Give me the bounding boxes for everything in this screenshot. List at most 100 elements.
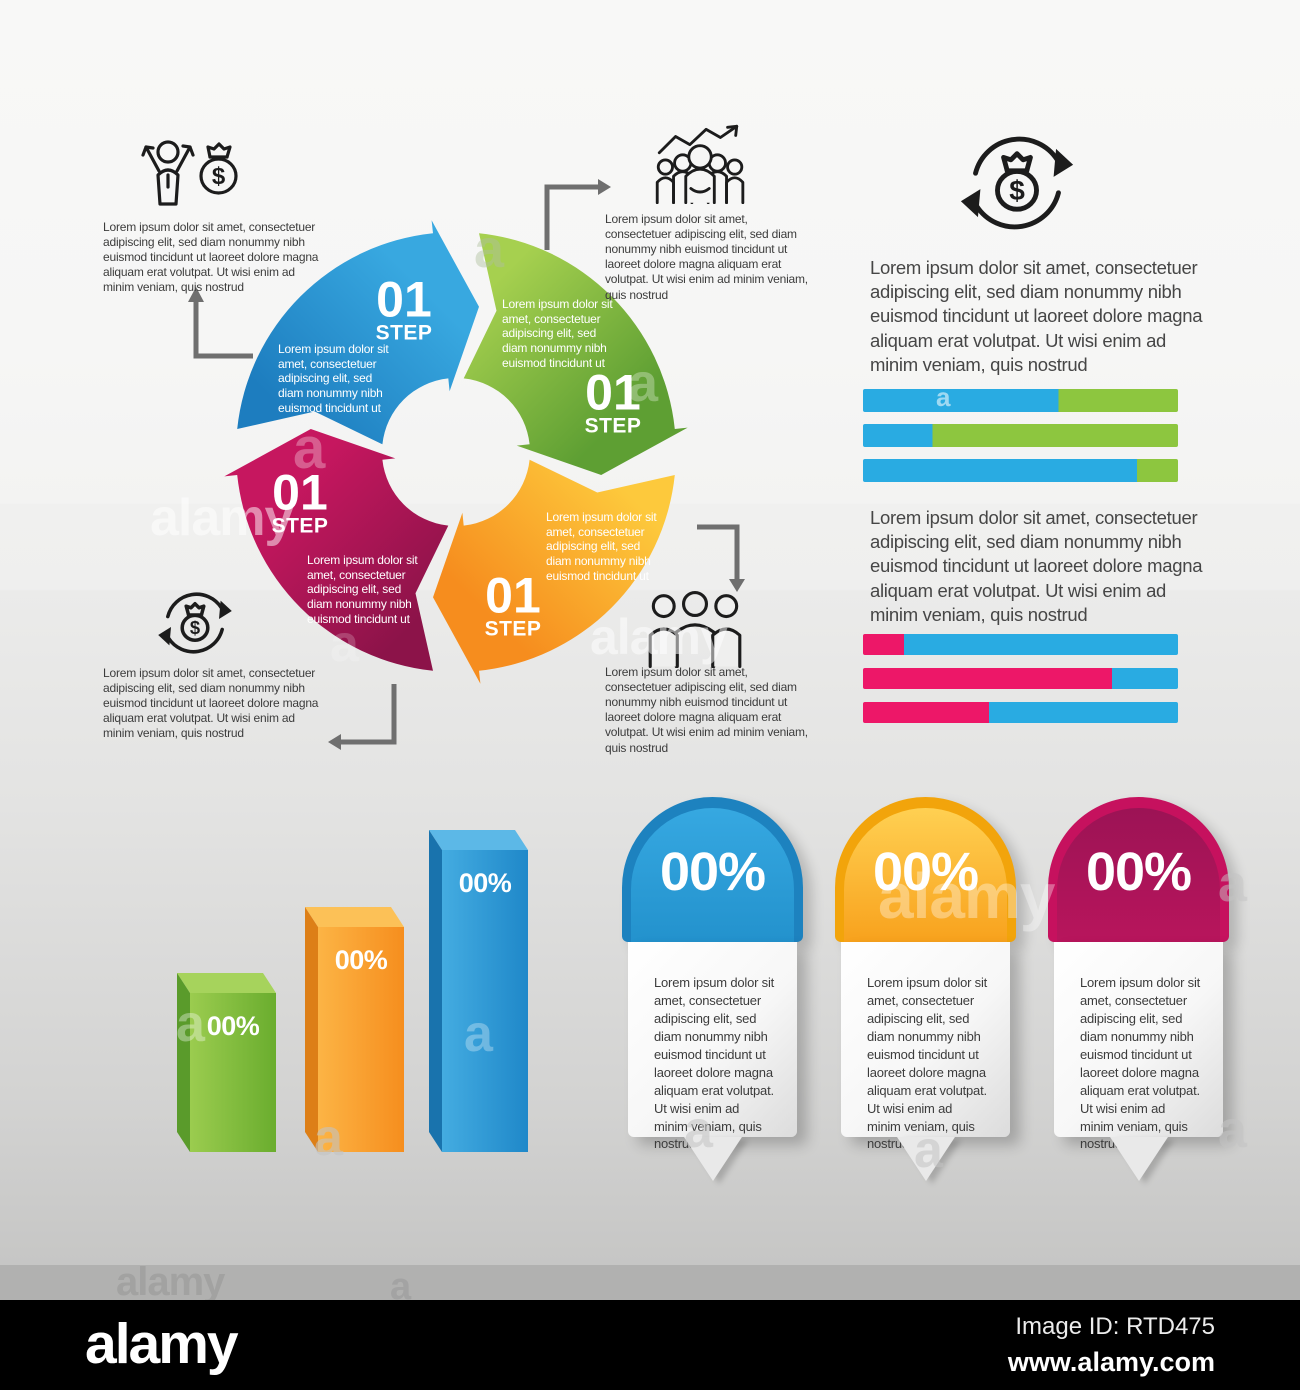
bar3d-value: 00% (334, 945, 388, 975)
ghost-watermark: a (314, 1109, 343, 1167)
step-word: STEP (271, 514, 329, 538)
flow-arrowhead-2 (598, 179, 611, 195)
progress-bars-pink-blue (863, 634, 1178, 723)
callout-text-top-middle: Lorem ipsum dolor sit amet, consectetuer… (605, 212, 808, 302)
ghost-watermark: alamy (116, 1260, 225, 1304)
ghost-watermark: a (474, 219, 504, 279)
svg-text:$: $ (212, 163, 226, 190)
alamy-logo: alamy (85, 1312, 239, 1377)
pill-percentage: 00% (1085, 842, 1192, 902)
segment-text-magenta: Lorem ipsum dolor sit amet, consectetuer… (307, 553, 418, 626)
pill-dome: 00% (835, 797, 1016, 942)
step-label-green: 01 STEP (584, 364, 642, 438)
segment-text-blue: Lorem ipsum dolor sit amet, consectetuer… (278, 342, 389, 415)
ghost-watermark: alamy (590, 609, 728, 665)
pill-dome-inner (844, 808, 1007, 942)
step-word: STEP (584, 414, 642, 438)
flow-arrow-2 (544, 184, 598, 250)
section-text-right-2: Lorem ipsum dolor sit amet, consectetuer… (870, 507, 1203, 625)
step-number: 01 (585, 364, 641, 421)
pill-dome-inner (1057, 808, 1220, 942)
cycle-segment-magenta (224, 429, 449, 671)
ghost-watermark: alamy (150, 489, 293, 547)
step-number: 01 (485, 567, 541, 624)
step-number: 01 (272, 464, 328, 521)
ghost-watermark: a (464, 1005, 493, 1063)
ghost-watermark: a (330, 615, 359, 673)
ghost-watermark: a (293, 416, 325, 481)
ghost-watermark: a (1218, 1101, 1247, 1159)
step-label-yellow: 01 STEP (484, 567, 542, 641)
pill-text: Lorem ipsum dolor sit amet, consectetuer… (1080, 975, 1201, 1152)
progress-bar (863, 424, 1178, 447)
step-number: 01 (376, 271, 432, 328)
ghost-watermark: a (914, 1121, 943, 1179)
pill-pointer-tail (683, 1137, 742, 1181)
bar3d-1 (177, 973, 276, 1152)
ghost-watermark: a (684, 1101, 713, 1159)
cycle-segment-green (463, 233, 688, 475)
cycle-segment-yellow (433, 459, 675, 684)
step-label-magenta: 01 STEP (271, 464, 329, 538)
footer-bar: alamy Image ID: RTD475 www.alamy.com (0, 1300, 1300, 1390)
pill-percentage: 00% (872, 842, 979, 902)
callout-text-bottom-left: Lorem ipsum dolor sit amet, consectetuer… (103, 666, 319, 741)
money-rotate-icon-small: $ (155, 583, 235, 663)
svg-text:$: $ (190, 617, 200, 638)
pill-card-1: 00% Lorem ipsum dolor sit amet, consectet… (622, 797, 803, 1181)
flow-arrowhead-1 (188, 287, 204, 302)
money-rotate-icon: $ (956, 122, 1078, 244)
footer-gray-band (0, 1265, 1300, 1300)
image-id-text: Image ID: RTD475 (1015, 1312, 1215, 1340)
step-word: STEP (484, 617, 542, 641)
progress-bar (863, 702, 1178, 723)
ghost-watermark: a (936, 382, 951, 412)
pill-text-card: Lorem ipsum dolor sit amet, consectetuer… (628, 942, 797, 1151)
ghost-watermark: a (628, 353, 658, 413)
progress-bar (863, 459, 1178, 482)
ghost-watermark: alamy (878, 860, 1055, 932)
team-group-icon (645, 590, 745, 668)
pill-card-2: 00% Lorem ipsum dolor sit amet, consectet… (835, 797, 1016, 1181)
progress-bar (863, 634, 1178, 655)
step-label-blue: 01 STEP (375, 271, 433, 345)
segment-text-yellow: Lorem ipsum dolor sit amet, consectetuer… (546, 510, 657, 583)
section-text-right-1: Lorem ipsum dolor sit amet, consectetuer… (870, 257, 1203, 375)
pill-text-card: Lorem ipsum dolor sit amet, consectetuer… (1054, 942, 1223, 1151)
ghost-watermark: a (390, 1266, 411, 1308)
pill-pointer-tail (1109, 1137, 1168, 1181)
svg-text:$: $ (1009, 175, 1025, 206)
progress-bars-blue-green (863, 389, 1178, 482)
cycle-segment-blue (237, 220, 479, 445)
flow-arrow-1 (193, 300, 253, 359)
pill-dome: 00% (1048, 797, 1229, 942)
flow-arrow-3 (697, 524, 740, 579)
pill-text-card: Lorem ipsum dolor sit amet, consectetuer… (841, 942, 1010, 1151)
bar3d-value: 00% (458, 868, 512, 898)
bar3d-3 (429, 830, 528, 1152)
step-word: STEP (375, 321, 433, 345)
pill-dome: 00% (622, 797, 803, 942)
flow-arrow-4 (341, 684, 397, 745)
pill-pointer-tail (896, 1137, 955, 1181)
progress-bar (863, 668, 1178, 689)
callout-text-bottom-middle: Lorem ipsum dolor sit amet, consectetuer… (605, 665, 808, 755)
flow-arrowhead-4 (328, 734, 341, 750)
team-growth-chart-icon (645, 124, 751, 204)
celebrating-person-money-bag-icon: $ (138, 126, 248, 218)
pill-card-3: 00% Lorem ipsum dolor sit amet, consectet… (1048, 797, 1229, 1181)
ghost-watermark: a (1218, 855, 1247, 913)
bar3d-2 (305, 907, 404, 1152)
pill-dome-inner (631, 808, 794, 942)
pill-percentage: 00% (659, 842, 766, 902)
callout-text-top-left: Lorem ipsum dolor sit amet, consectetuer… (103, 220, 319, 295)
alamy-url-text: www.alamy.com (1007, 1346, 1215, 1377)
segment-text-green: Lorem ipsum dolor sit amet, consectetuer… (502, 297, 613, 370)
flow-arrowhead-3 (729, 579, 745, 592)
bar3d-value: 00% (206, 1011, 260, 1041)
progress-bar (863, 389, 1178, 412)
ghost-watermark: a (176, 995, 205, 1053)
pill-text: Lorem ipsum dolor sit amet, consectetuer… (654, 975, 775, 1152)
